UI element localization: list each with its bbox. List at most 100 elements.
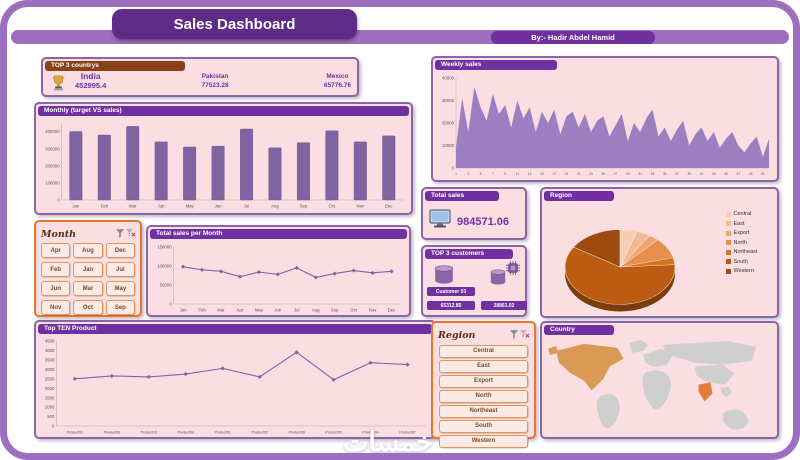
svg-text:39: 39 (687, 172, 691, 176)
svg-text:Product04: Product04 (362, 431, 378, 435)
svg-text:Oct: Oct (329, 204, 336, 209)
svg-text:Jun: Jun (274, 308, 282, 313)
monthly-chart-title: Monthly (target VS sales) (38, 106, 409, 116)
top3-countries-panel: TOP 3 countrys India 452995.4 Pakistan 7… (41, 57, 359, 97)
svg-text:51: 51 (761, 172, 765, 176)
top3-countries-title: TOP 3 countrys (45, 61, 185, 71)
svg-text:4000: 4000 (45, 348, 55, 353)
region-slicer-button[interactable]: South (439, 420, 528, 433)
top-ten-product-title: Top TEN Product (38, 324, 432, 334)
svg-text:Jul: Jul (294, 308, 300, 313)
multi-select-icon[interactable] (116, 225, 124, 243)
month-slicer-button[interactable]: Feb (41, 262, 71, 277)
region-slicer: Region Central East Export North Northeast So… (431, 321, 536, 448)
svg-text:500: 500 (47, 414, 55, 419)
svg-text:Jun: Jun (215, 204, 223, 209)
top3-countries-list: India 452995.4 Pakistan 77523.28 Mexico … (75, 72, 351, 91)
total-sales-title: Total sales (425, 191, 499, 201)
svg-text:47: 47 (737, 172, 741, 176)
svg-text:3000: 3000 (45, 367, 55, 372)
month-slicer-button[interactable]: Aug (73, 243, 103, 258)
country-name: Mexico (326, 73, 349, 80)
monthly-target-vs-sales-panel: Monthly (target VS sales) 0 100000 200000 3… (34, 102, 413, 215)
svg-text:17: 17 (552, 172, 556, 176)
svg-text:2000: 2000 (45, 386, 55, 391)
month-slicer-button[interactable]: Jul (105, 262, 135, 277)
month-slicer-button[interactable]: Jun (41, 281, 71, 296)
country-map-panel: Country (540, 321, 779, 439)
month-slicer-button[interactable]: Oct (73, 300, 103, 315)
svg-text:150000: 150000 (157, 245, 172, 250)
region-legend: Central East Export North Northeast South West… (726, 211, 774, 278)
svg-text:41: 41 (700, 172, 704, 176)
svg-text:Dec: Dec (385, 204, 393, 209)
svg-text:10000: 10000 (442, 143, 455, 148)
region-slicer-button[interactable]: Western (439, 435, 528, 448)
svg-text:20000: 20000 (442, 121, 455, 126)
month-slicer-button[interactable]: Dec (105, 243, 135, 258)
country-item: Pakistan 77523.28 (202, 72, 229, 90)
trophy-icon (50, 74, 67, 98)
country-name: Pakistan (201, 73, 229, 80)
database-icon (489, 269, 507, 290)
month-slicer-title: Month (41, 228, 77, 240)
svg-text:Product01: Product01 (215, 431, 231, 435)
svg-text:100000: 100000 (45, 180, 60, 185)
svg-text:200000: 200000 (45, 163, 60, 168)
month-slicer-button[interactable]: May (105, 281, 135, 296)
svg-text:Product07: Product07 (399, 431, 415, 435)
chip-icon (506, 261, 520, 280)
svg-text:Mar: Mar (217, 308, 225, 313)
multi-select-icon[interactable] (510, 326, 518, 344)
region-slicer-button[interactable]: East (439, 360, 528, 373)
top-ten-product-chart: 0 500 1000 1500 2000 2500 3000 3500 4000 4500 Prod… (45, 339, 426, 435)
month-slicer-button[interactable]: Apr (41, 243, 71, 258)
region-pie-panel: Region Central East Export North Northeast So… (540, 187, 779, 318)
svg-text:May: May (255, 308, 264, 313)
svg-text:3: 3 (467, 172, 469, 176)
month-slicer-button[interactable]: Nov (41, 300, 71, 315)
weekly-sales-panel: Weekly sales 0 10000 20000 30000 40000 1 3 5 7 9 1… (431, 56, 779, 182)
total-sales-per-month-title: Total sales per Month (150, 229, 407, 239)
month-slicer-button[interactable]: Jan (73, 262, 103, 277)
svg-text:Jan: Jan (72, 204, 80, 209)
svg-text:Product06: Product06 (104, 431, 120, 435)
svg-text:Product02: Product02 (251, 431, 267, 435)
svg-text:May: May (186, 204, 195, 209)
svg-text:3500: 3500 (45, 357, 55, 362)
svg-text:11: 11 (516, 172, 520, 176)
clear-filter-icon[interactable] (126, 225, 136, 243)
svg-text:27: 27 (614, 172, 618, 176)
svg-text:Apr: Apr (237, 308, 244, 313)
svg-text:49: 49 (749, 172, 753, 176)
svg-text:21: 21 (577, 172, 581, 176)
clear-filter-icon[interactable] (520, 326, 530, 344)
svg-text:Nov: Nov (356, 204, 364, 209)
month-slicer: Month Apr Aug Dec Feb Jan Jul Jun Mar May Nov Oct S… (34, 220, 142, 317)
svg-text:Dec: Dec (388, 308, 396, 313)
svg-text:15: 15 (540, 172, 544, 176)
country-item: India 452995.4 (75, 72, 106, 91)
watermark: خمسات (343, 427, 434, 457)
svg-text:Sep: Sep (300, 204, 308, 209)
region-slicer-button[interactable]: North (439, 390, 528, 403)
svg-text:1000: 1000 (45, 405, 55, 410)
legend-item: Northeast (726, 249, 774, 255)
month-slicer-button[interactable]: Sep (105, 300, 135, 315)
svg-text:Product10: Product10 (141, 431, 157, 435)
region-slicer-button[interactable]: Export (439, 375, 528, 388)
svg-text:Aug: Aug (271, 204, 279, 209)
svg-text:40000: 40000 (442, 76, 455, 81)
svg-text:30000: 30000 (442, 98, 455, 103)
legend-item: Export (726, 230, 774, 236)
region-slicer-button[interactable]: Northeast (439, 405, 528, 418)
svg-text:1500: 1500 (45, 395, 55, 400)
total-sales-value: 984571.06 (457, 215, 509, 228)
month-slicer-button[interactable]: Mar (73, 281, 103, 296)
region-slicer-button[interactable]: Central (439, 345, 528, 358)
svg-text:45: 45 (724, 172, 728, 176)
svg-text:Apr: Apr (158, 204, 165, 209)
region-slicer-title: Region (438, 329, 476, 341)
